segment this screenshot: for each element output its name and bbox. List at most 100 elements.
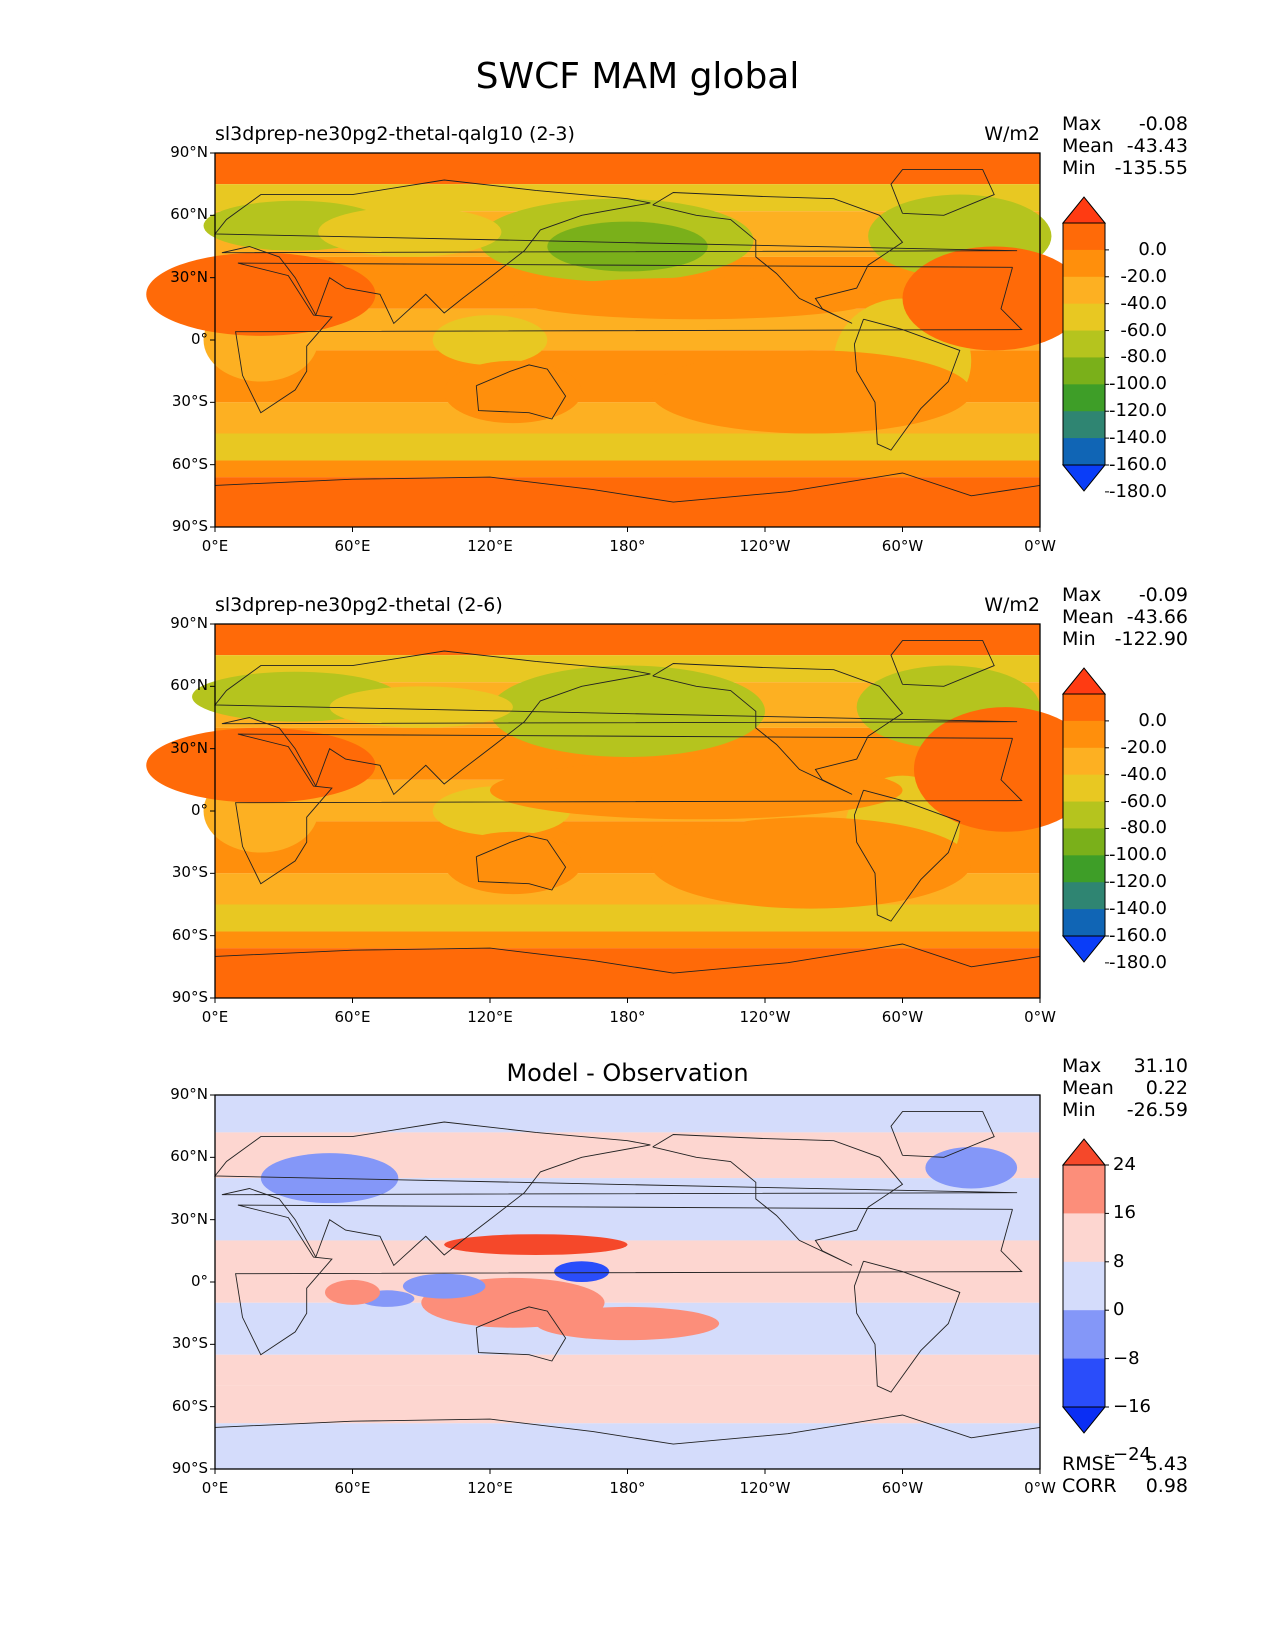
- colorbar-tick-label: -120.0: [1108, 871, 1167, 893]
- colorbar-segment: [1063, 223, 1105, 251]
- contour-region: [329, 686, 513, 728]
- stat-label: RMSE: [1062, 1453, 1116, 1475]
- colorbar-tick-label: -60.0: [1120, 319, 1167, 341]
- coastline: [475, 1306, 567, 1362]
- colorbar-extend-max: [1061, 196, 1107, 224]
- coastline: [214, 650, 1018, 796]
- colorbar-tick-label: -80.0: [1120, 817, 1167, 839]
- stat-value: 5.43: [1145, 1453, 1188, 1475]
- panel-units: W/m2: [984, 594, 1040, 616]
- colorbar-segment: [1063, 330, 1105, 358]
- lon-tick-label: 120°E: [467, 1479, 513, 1497]
- coastline: [853, 789, 961, 922]
- coastlines-1: [214, 169, 1041, 503]
- contour-band: [215, 1354, 1040, 1386]
- coastline: [890, 640, 995, 687]
- colorbar-segment: [1063, 1261, 1105, 1311]
- colorbar-tick-label: -40.0: [1120, 292, 1167, 314]
- contour-region: [925, 1146, 1018, 1189]
- coastline: [214, 1121, 1018, 1267]
- stat-label: Max: [1062, 1055, 1102, 1077]
- colorbar-tick-label: -20.0: [1120, 736, 1167, 758]
- contour-region: [650, 350, 972, 434]
- stat-value: 0.98: [1145, 1475, 1188, 1497]
- lon-tick-label: 0°W: [1024, 1479, 1056, 1497]
- contour-region: [325, 1279, 380, 1305]
- coastlines-2: [214, 640, 1041, 974]
- contour-region: [318, 207, 502, 257]
- contour-band: [215, 433, 1040, 461]
- colorbar-segment: [1063, 828, 1105, 856]
- colorbar-tick-label: -140.0: [1108, 427, 1167, 449]
- lon-tick-label: 120°E: [467, 1008, 513, 1026]
- colorbar-segment: [1063, 694, 1105, 722]
- lon-tick-label: 60°E: [334, 1008, 371, 1026]
- stat-label: Min: [1062, 628, 1096, 650]
- contour-band: [215, 460, 1040, 478]
- coastline: [652, 1134, 904, 1266]
- colorbar-outline: [1062, 693, 1106, 937]
- lat-tick-label: 30°N: [170, 267, 208, 286]
- contour-region: [547, 221, 708, 272]
- colorbar-tick-label: -100.0: [1108, 373, 1167, 395]
- contour-band: [215, 948, 1040, 998]
- figure-title: SWCF MAM global: [475, 56, 800, 97]
- stat-value: -135.55: [1114, 157, 1188, 179]
- colorbar-outline: [1062, 222, 1106, 466]
- lon-tick-label: 60°W: [881, 537, 924, 555]
- coastline: [235, 262, 1023, 414]
- contour-region: [490, 665, 765, 757]
- coastline: [235, 1204, 1023, 1356]
- colorbar-segment: [1063, 720, 1105, 749]
- stat-value: -0.09: [1138, 584, 1188, 606]
- map-field-3: [215, 1095, 1040, 1469]
- lat-tick-label: 60°S: [171, 925, 208, 944]
- coastline: [214, 472, 1041, 503]
- lon-tick-label: 180°: [609, 1479, 646, 1497]
- lon-tick-label: 0°E: [201, 1479, 229, 1497]
- lat-tick-label: 60°N: [170, 676, 208, 695]
- lat-tick-label: 90°S: [171, 517, 208, 535]
- colorbar-segment: [1063, 276, 1105, 305]
- lat-tick-label: 60°N: [170, 205, 208, 224]
- lat-tick-label: 30°N: [170, 1209, 208, 1228]
- coastline: [890, 169, 995, 216]
- lat-tick-label: 60°S: [171, 454, 208, 473]
- colorbar-extend-max: [1061, 667, 1107, 695]
- contour-region: [902, 246, 1086, 351]
- colorbar-tick-label: -160.0: [1108, 454, 1167, 475]
- lat-tick-label: 60°N: [170, 1147, 208, 1166]
- colorbar-2: [1061, 667, 1109, 964]
- colorbar-3: [1061, 1138, 1109, 1456]
- colorbar-tick-label: -120.0: [1108, 400, 1167, 422]
- colorbar-extend-max: [1061, 1138, 1107, 1166]
- contour-region: [146, 252, 376, 336]
- coastlines-3: [214, 1111, 1041, 1445]
- lon-tick-label: 0°W: [1024, 1008, 1056, 1026]
- lat-tick-label: 90°N: [170, 1085, 208, 1103]
- colorbar-tick-label: -80.0: [1120, 346, 1167, 368]
- stat-label: Max: [1062, 584, 1102, 606]
- panel-units: W/m2: [984, 123, 1040, 145]
- colorbar-tick-label: −24: [1113, 1444, 1151, 1466]
- colorbar-segment: [1063, 1165, 1105, 1214]
- stat-value: -26.59: [1126, 1099, 1188, 1121]
- colorbar-segment: [1063, 411, 1105, 439]
- contour-band: [215, 904, 1040, 932]
- lat-tick-label: 30°S: [171, 392, 208, 411]
- colorbar-tick-label: 24: [1113, 1154, 1136, 1175]
- lat-tick-label: 0°: [190, 330, 208, 348]
- colorbar-tick-label: −16: [1113, 1396, 1151, 1417]
- stat-label: Min: [1062, 1099, 1096, 1121]
- stat-value: -43.66: [1126, 606, 1188, 628]
- lon-tick-label: 120°W: [739, 1479, 791, 1497]
- colorbar-tick-label: 8: [1113, 1250, 1125, 1272]
- coastline: [652, 192, 904, 324]
- coastline: [214, 943, 1041, 974]
- colorbar-segment: [1063, 438, 1105, 466]
- colorbar-segment: [1063, 1310, 1105, 1360]
- contour-band: [215, 1423, 1040, 1469]
- coastline: [214, 179, 1018, 325]
- colorbar-extend-min: [1061, 1406, 1107, 1434]
- contour-region: [512, 277, 880, 320]
